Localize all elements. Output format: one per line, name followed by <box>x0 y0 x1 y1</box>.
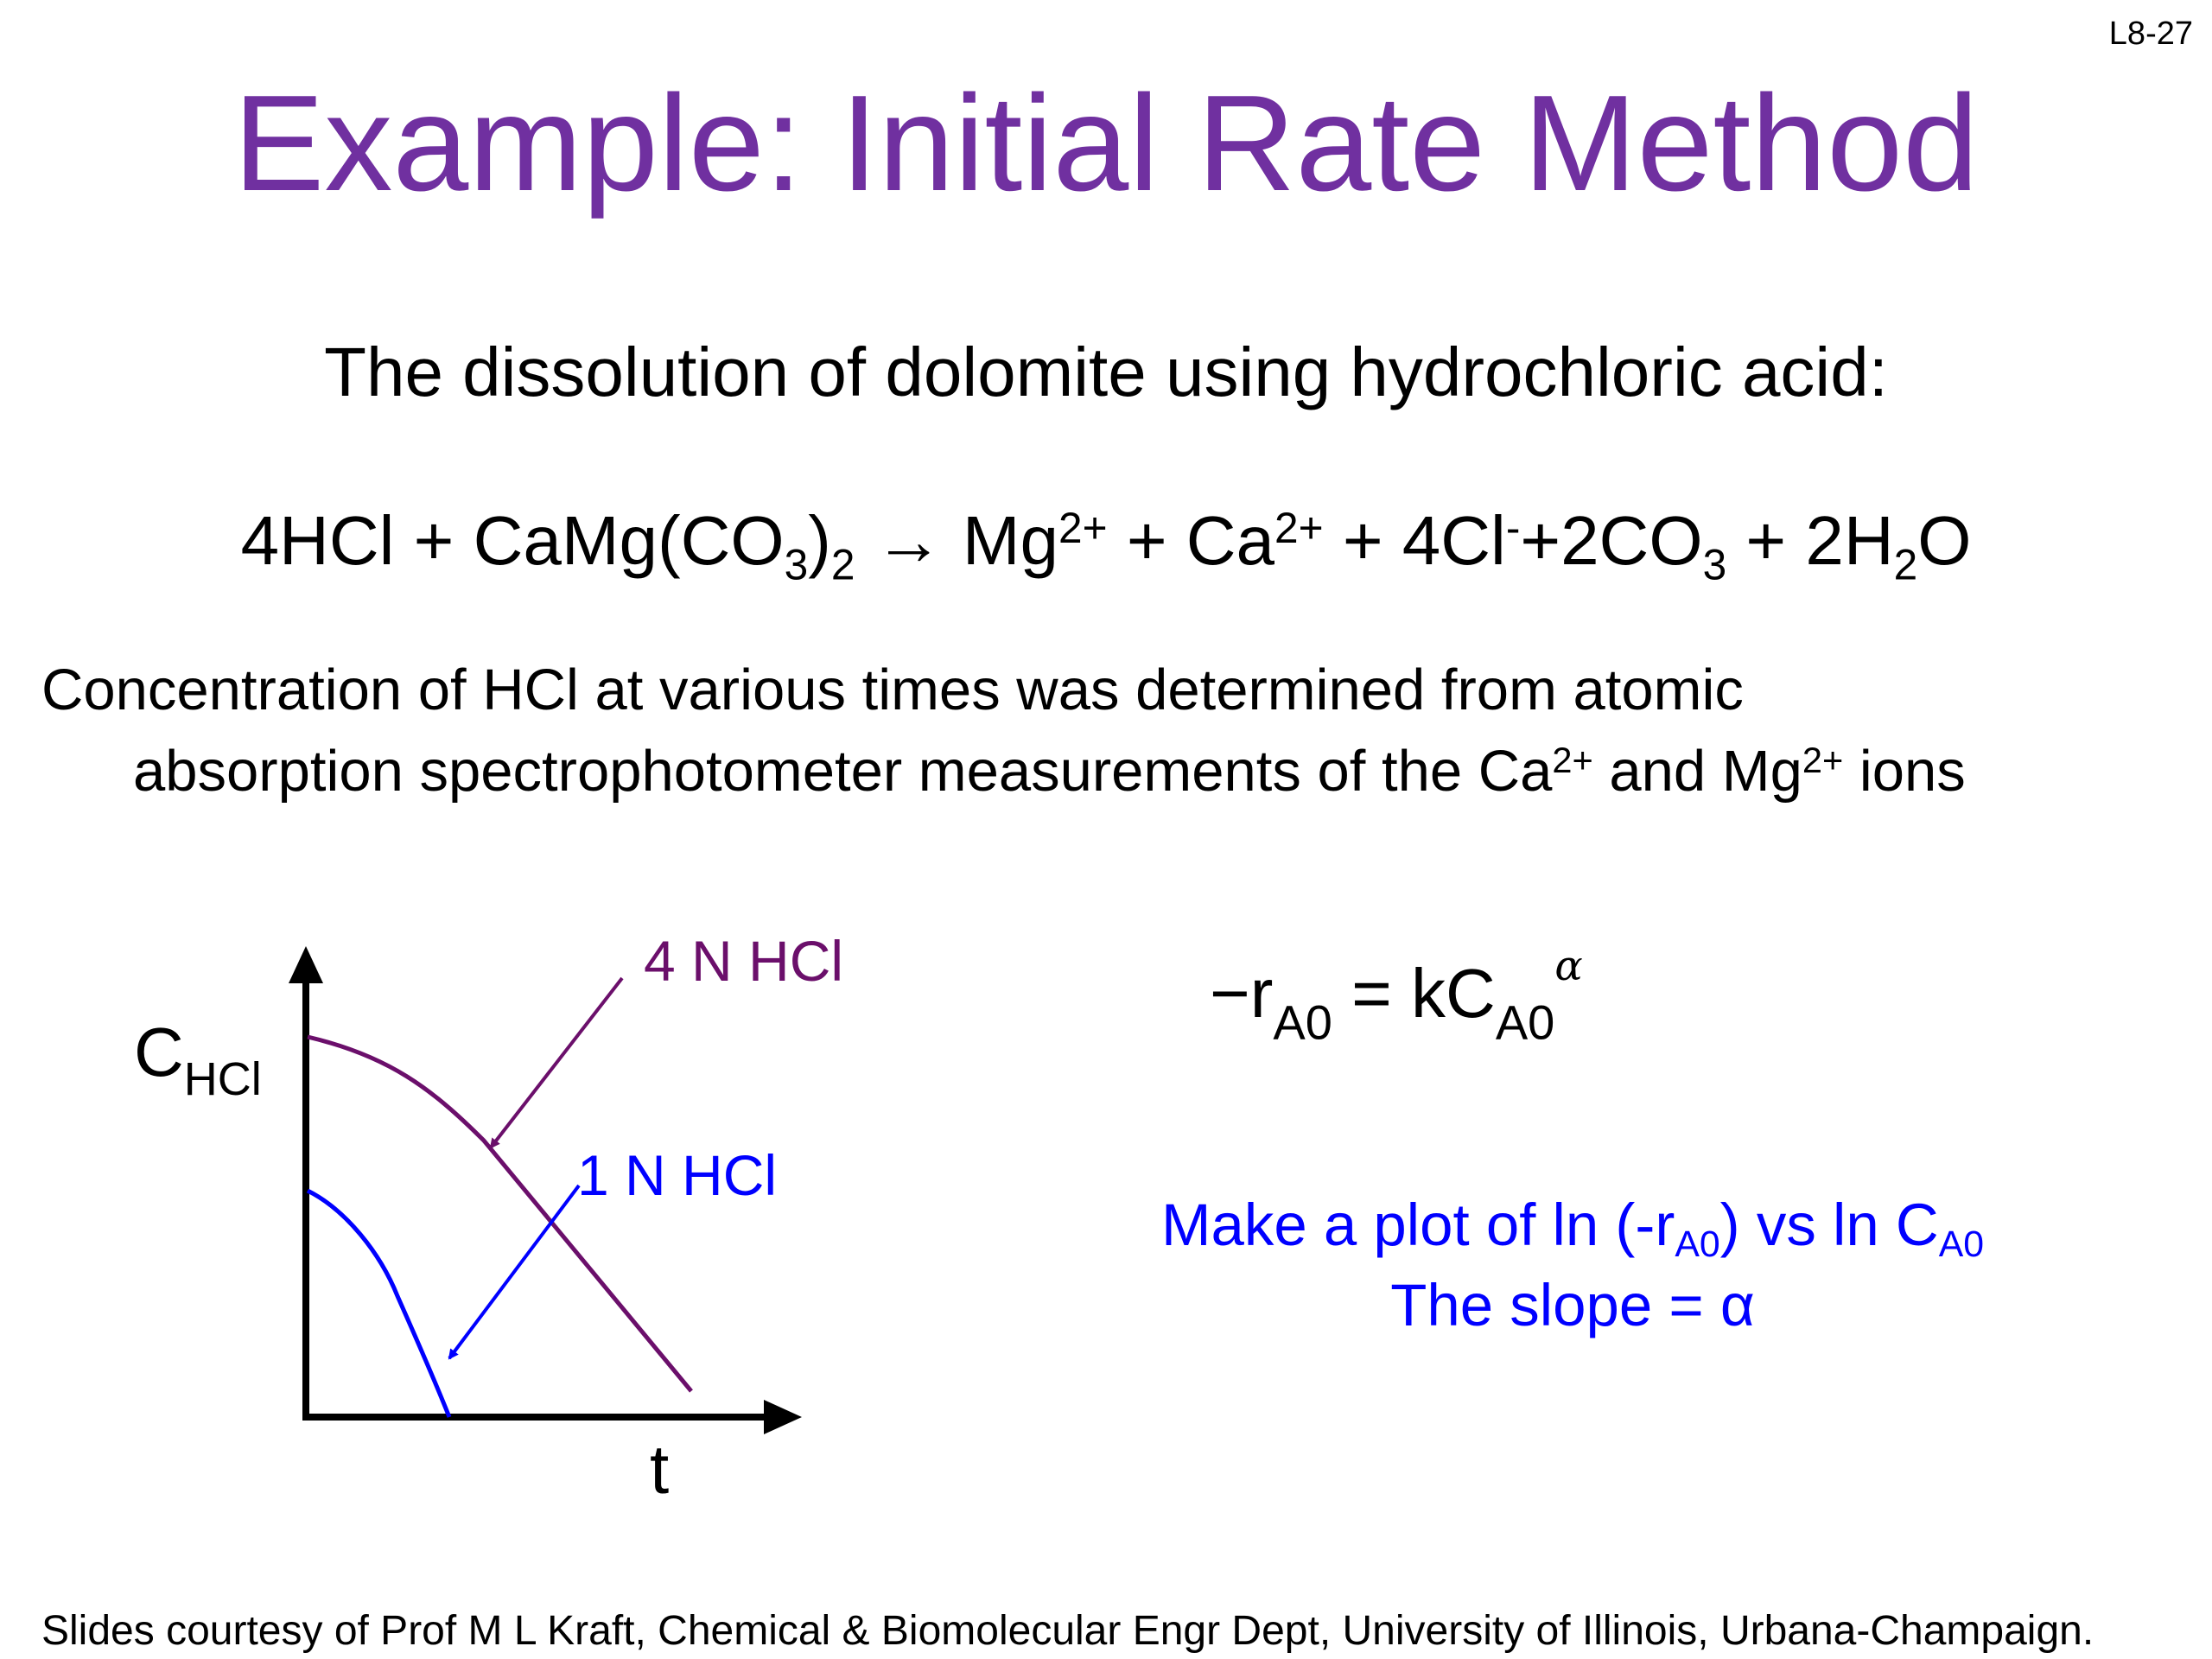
curve-4n-hcl <box>307 1034 693 1393</box>
charge: 2+ <box>1058 504 1108 553</box>
pointer-4n-hcl <box>489 976 624 1149</box>
x-axis-arrowhead <box>764 1400 802 1434</box>
rate-rhs: = kC <box>1332 955 1496 1033</box>
plot-instruction: Make a plot of ln (-rA0) vs ln CA0 The s… <box>1020 1188 2126 1344</box>
product-mg: Mg <box>962 502 1059 579</box>
y-axis-label: CHCl <box>134 1014 262 1105</box>
text: ) vs ln C <box>1719 1192 1939 1258</box>
charge: 2+ <box>1274 504 1324 553</box>
charge: 2+ <box>1802 740 1844 781</box>
label-1n-hcl: 1 N HCl <box>577 1143 777 1207</box>
description-line-2: absorption spectrophotometer measurement… <box>133 731 1966 812</box>
text: absorption spectrophotometer measurement… <box>133 739 1553 804</box>
text: and Mg <box>1592 739 1802 804</box>
product-cl: 4Cl <box>1402 502 1506 579</box>
plus-sign: + <box>1342 502 1383 579</box>
pointer-1n-hcl <box>448 1184 581 1360</box>
plot-instruction-line-2: The slope = α <box>1390 1271 1755 1338</box>
subscript: A0 <box>1675 1223 1720 1265</box>
plot-instruction-line-1: Make a plot of ln (-rA0) vs ln CA0 <box>1020 1188 2126 1268</box>
subscript: 2 <box>830 540 855 589</box>
y-axis-arrowhead <box>289 946 323 983</box>
x-axis-label: t <box>650 1431 669 1508</box>
product-water-o: O <box>1917 502 1972 579</box>
paren: ) <box>808 502 831 579</box>
slide-number: L8-27 <box>2108 16 2193 52</box>
subscript: A0 <box>1938 1223 1985 1265</box>
y-axis-label-sub: HCl <box>184 1053 262 1105</box>
reaction-arrow: → <box>874 502 944 579</box>
text: ions <box>1843 739 1966 804</box>
charge: - <box>1505 504 1521 553</box>
subscript: 3 <box>1702 540 1727 589</box>
subscript: A0 <box>1273 995 1332 1050</box>
text: Make a plot of ln (-r <box>1160 1192 1675 1258</box>
curve-1n-hcl <box>306 1188 452 1418</box>
subscript: 2 <box>1893 540 1918 589</box>
subscript: 3 <box>784 540 809 589</box>
charge: 2+ <box>1552 740 1593 781</box>
slide-title: Example: Initial Rate Method <box>233 67 1979 219</box>
intro-text: The dissolution of dolomite using hydroc… <box>324 334 1888 410</box>
subscript: A0 <box>1495 995 1555 1050</box>
plus-sign: + <box>1126 502 1167 579</box>
plus-sign: + <box>413 502 454 579</box>
description-line-1: Concentration of HCl at various times wa… <box>41 658 1744 722</box>
product-ca: Ca <box>1185 502 1275 579</box>
reactant-hcl: 4HCl <box>240 502 395 579</box>
y-axis-label-main: C <box>134 1014 184 1090</box>
reactant-dolomite: CaMg(CO <box>473 502 785 579</box>
exponent-alpha: α <box>1554 942 1583 990</box>
reaction-equation: 4HCl + CaMg(CO3)2 → Mg2+ + Ca2+ + 4Cl-+2… <box>0 501 2212 589</box>
label-4n-hcl: 4 N HCl <box>644 929 843 993</box>
product-co3: +2CO <box>1520 502 1703 579</box>
plus-sign: + <box>1745 502 1787 579</box>
footer-credit: Slides courtesy of Prof M L Kraft, Chemi… <box>41 1608 2094 1654</box>
rate-law-equation: −rA0 = kCA0α <box>1210 942 1583 1050</box>
rate-symbol: −r <box>1210 955 1274 1033</box>
product-water: 2H <box>1805 502 1894 579</box>
